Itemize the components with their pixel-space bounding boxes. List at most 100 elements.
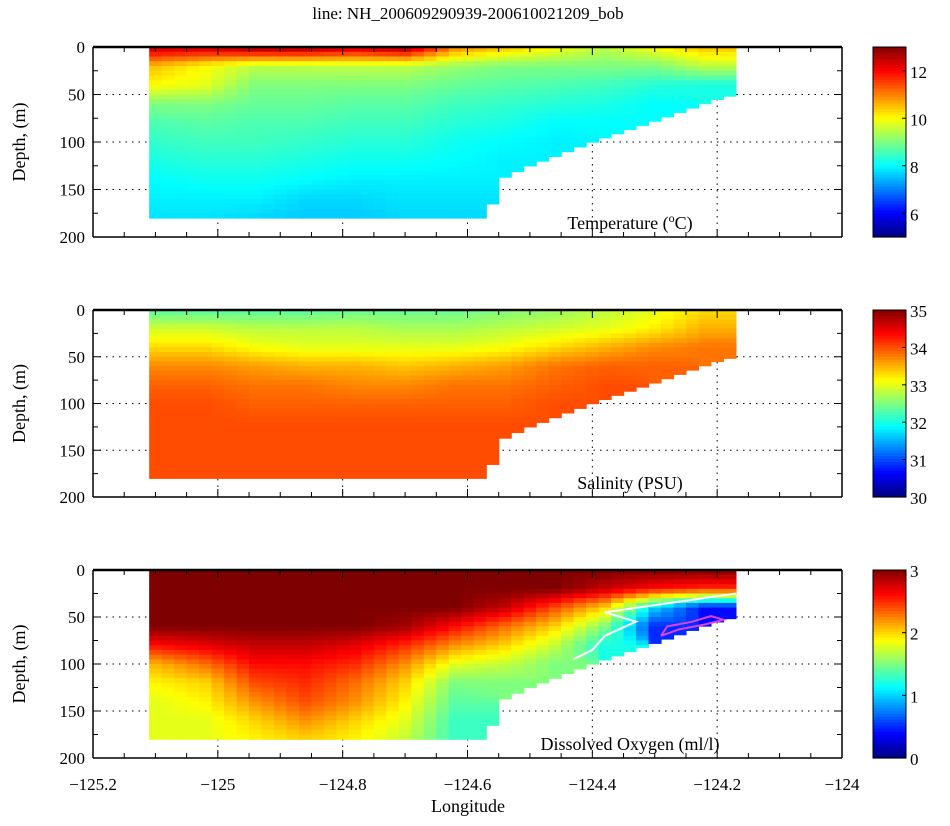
heat-cell — [461, 394, 475, 400]
heat-cell — [436, 310, 450, 316]
heat-cell — [436, 729, 450, 736]
heat-cell — [660, 588, 675, 595]
heat-cell — [236, 673, 250, 679]
heat-cell — [186, 338, 200, 344]
heat-cell — [199, 734, 213, 740]
heat-cell — [448, 440, 462, 447]
heat-cell — [286, 729, 300, 736]
heat-cell — [386, 370, 400, 377]
y-axis-label: Depth, (m) — [9, 364, 30, 443]
heat-cell — [323, 398, 338, 405]
heat-cell — [224, 398, 238, 405]
heat-cell — [211, 137, 225, 143]
heat-cell — [236, 56, 250, 62]
heat-cell — [149, 682, 163, 689]
heat-cell — [673, 51, 687, 58]
heat-cell — [249, 645, 263, 651]
heat-cell — [398, 394, 412, 400]
heat-cell — [423, 127, 437, 134]
heat-cell — [511, 151, 525, 157]
heat-cell — [486, 324, 500, 330]
heat-cell — [561, 370, 575, 377]
heat-cell — [211, 654, 225, 660]
heat-cell — [411, 127, 425, 134]
heat-cell — [311, 626, 325, 632]
heat-cell — [636, 338, 650, 344]
heat-cell — [323, 445, 338, 451]
heat-cell — [361, 673, 375, 679]
heat-cell — [648, 314, 662, 320]
heat-cell — [323, 161, 338, 167]
heat-cell — [548, 342, 562, 348]
heat-cell — [211, 324, 225, 330]
heat-cell — [186, 454, 200, 461]
heat-cell — [685, 612, 700, 618]
heat-cell — [186, 118, 200, 124]
heat-cell — [398, 607, 412, 613]
heat-cell — [161, 384, 175, 391]
heat-cell — [323, 584, 338, 590]
heat-cell — [274, 375, 288, 381]
heat-cell — [236, 729, 250, 736]
heat-cell — [274, 687, 288, 693]
heat-cell — [298, 635, 313, 642]
heat-cell — [673, 338, 687, 344]
heat-cell — [186, 127, 200, 134]
heat-cell — [573, 85, 587, 91]
heat-cell — [486, 602, 500, 609]
heat-cell — [373, 412, 387, 419]
heat-cell — [348, 711, 362, 717]
heat-cell — [448, 208, 462, 214]
heat-cell — [398, 664, 412, 670]
heat-cell — [348, 445, 362, 451]
heat-cell — [411, 170, 425, 176]
heat-cell — [249, 621, 263, 627]
heat-cell — [448, 366, 462, 372]
heat-cell — [336, 417, 350, 423]
heat-cell — [561, 635, 575, 642]
heat-cell — [274, 729, 288, 736]
heat-cell — [149, 584, 163, 590]
heat-cell — [548, 621, 562, 627]
heat-cell — [548, 352, 562, 358]
heat-cell — [486, 113, 500, 119]
heat-cell — [298, 412, 313, 419]
heat-cell — [486, 682, 500, 689]
heat-cell — [598, 588, 612, 595]
heat-cell — [236, 422, 250, 428]
heat-cell — [236, 659, 250, 665]
heat-cell — [174, 85, 188, 91]
heat-cell — [461, 468, 475, 475]
heat-cell — [698, 617, 712, 623]
heat-cell — [211, 366, 225, 372]
heat-cell — [636, 384, 650, 388]
colorbar-cell — [873, 397, 906, 402]
heat-cell — [598, 389, 612, 395]
heat-cell — [411, 104, 425, 110]
heat-cell — [211, 75, 225, 81]
heat-cell — [199, 70, 213, 77]
heat-cell — [373, 142, 387, 148]
heat-cell — [286, 80, 300, 86]
heat-cell — [149, 664, 163, 670]
heat-cell — [199, 584, 213, 590]
heat-cell — [511, 146, 525, 153]
heat-cell — [348, 659, 362, 665]
heat-cell — [636, 75, 650, 81]
heat-cell — [398, 51, 412, 58]
heat-cell — [373, 203, 387, 210]
heat-cell — [373, 366, 387, 372]
heat-cell — [286, 459, 300, 465]
heat-cell — [386, 333, 400, 339]
heat-cell — [199, 607, 213, 613]
heat-cell — [224, 156, 238, 162]
heat-cell — [411, 473, 425, 479]
heat-cell — [224, 645, 238, 651]
heat-cell — [261, 180, 275, 186]
heat-cell — [186, 570, 200, 576]
heat-cell — [423, 398, 437, 405]
heat-cell — [224, 94, 238, 100]
heat-cell — [498, 156, 512, 162]
heat-cell — [411, 593, 425, 599]
heat-cell — [511, 328, 525, 334]
